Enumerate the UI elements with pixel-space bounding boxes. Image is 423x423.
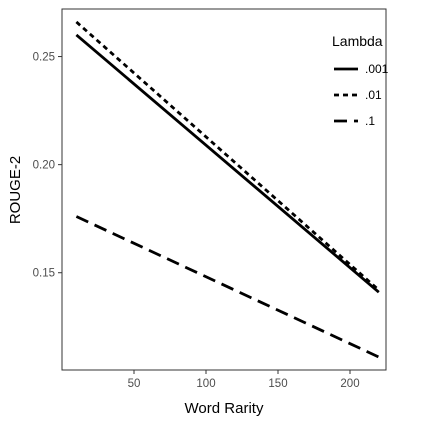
x-axis-title: Word Rarity <box>185 400 264 417</box>
x-tick-label: 50 <box>128 378 141 390</box>
y-axis: 0.15 0.20 0.25 <box>33 52 62 280</box>
legend-label-1: .01 <box>365 88 382 102</box>
series-line-1 <box>75 20 380 292</box>
legend: Lambda .001 .01 .1 <box>332 33 389 128</box>
x-tick-label: 200 <box>340 378 359 390</box>
panel-border <box>61 8 387 371</box>
y-axis-title: ROUGE-2 <box>7 156 24 224</box>
y-tick-label: 0.20 <box>33 160 55 172</box>
legend-label-0: .001 <box>365 62 389 76</box>
legend-keys: .001 .01 .1 <box>334 62 389 128</box>
plot-lines <box>75 20 380 359</box>
x-tick-label: 150 <box>268 378 287 390</box>
y-tick-label: 0.25 <box>33 52 55 64</box>
series-line-2 <box>75 215 380 359</box>
series-line-0 <box>75 33 380 294</box>
legend-label-2: .1 <box>365 114 375 128</box>
x-tick-label: 100 <box>196 378 215 390</box>
y-tick-label: 0.15 <box>33 268 55 280</box>
x-axis: 50 100 150 200 <box>128 370 360 390</box>
legend-title: Lambda <box>332 33 383 49</box>
